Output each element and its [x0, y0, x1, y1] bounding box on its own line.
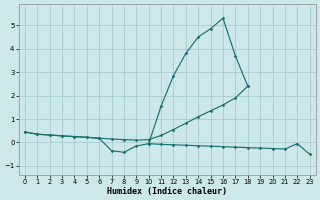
X-axis label: Humidex (Indice chaleur): Humidex (Indice chaleur): [107, 187, 227, 196]
